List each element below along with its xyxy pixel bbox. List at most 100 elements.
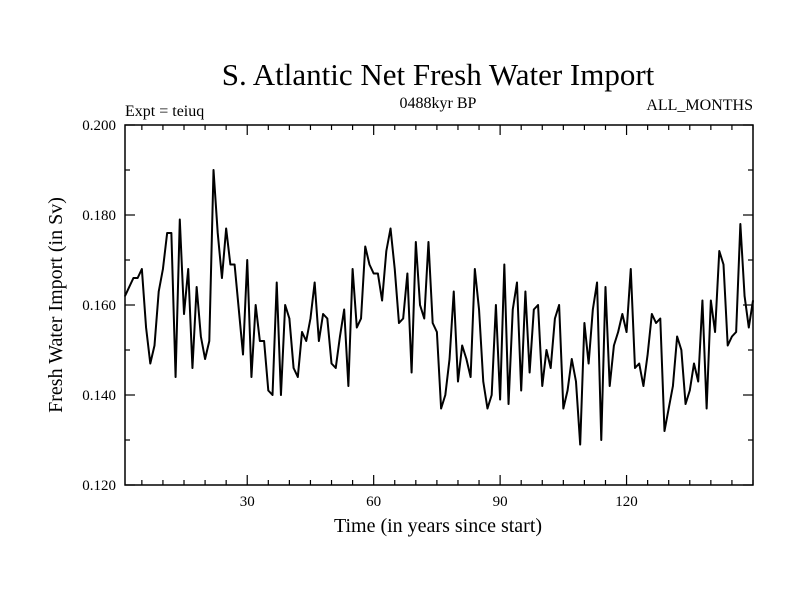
- data-point: [638, 362, 640, 365]
- data-point: [368, 263, 371, 266]
- data-point: [592, 308, 594, 311]
- data-point: [356, 326, 358, 329]
- data-point: [697, 380, 700, 383]
- data-series-line: [124, 169, 754, 446]
- data-point: [549, 367, 552, 369]
- data-point: [651, 313, 653, 315]
- data-point: [191, 367, 194, 369]
- data-point: [457, 380, 459, 383]
- data-point: [326, 317, 329, 320]
- data-point: [427, 241, 430, 243]
- data-point: [149, 362, 152, 365]
- data-point: [183, 313, 185, 315]
- data-point: [174, 376, 177, 378]
- data-point: [284, 304, 286, 306]
- data-point: [537, 304, 539, 306]
- data-point: [693, 362, 695, 365]
- data-point: [474, 268, 476, 270]
- y-tick-label: 0.200: [82, 118, 116, 134]
- data-points: [124, 169, 754, 446]
- data-point: [402, 317, 404, 320]
- data-point: [663, 430, 666, 432]
- data-point: [642, 385, 645, 387]
- data-point: [423, 317, 426, 320]
- data-point: [528, 371, 531, 374]
- data-point: [398, 322, 400, 324]
- x-axis-ticks: 30 60 90 120: [141, 125, 754, 510]
- data-point: [216, 232, 219, 234]
- y-axis-ticks: 0.120 0.140 0.160 0.180 0.200: [82, 118, 753, 494]
- data-point: [334, 367, 337, 369]
- data-point: [431, 322, 434, 324]
- data-point: [507, 403, 510, 405]
- data-point: [318, 340, 320, 342]
- data-point: [520, 389, 522, 392]
- y-axis-label: Fresh Water Import (in Sv): [45, 197, 67, 413]
- data-point: [238, 308, 240, 311]
- data-point: [570, 358, 573, 360]
- data-point: [659, 317, 662, 320]
- data-point: [128, 286, 131, 288]
- data-point: [511, 308, 514, 311]
- data-point: [410, 371, 413, 374]
- data-point: [153, 344, 156, 347]
- data-point: [347, 385, 350, 387]
- data-point: [676, 335, 678, 338]
- data-point: [381, 299, 383, 302]
- data-point: [162, 268, 164, 270]
- data-point: [680, 349, 683, 351]
- data-point: [486, 407, 489, 410]
- data-point: [267, 389, 270, 392]
- data-point: [301, 331, 303, 333]
- data-point: [554, 317, 556, 320]
- y-tick-label: 0.140: [82, 388, 116, 404]
- data-point: [372, 272, 375, 275]
- data-point: [545, 349, 548, 351]
- data-point: [672, 385, 674, 387]
- chart-title: S. Atlantic Net Fresh Water Import: [222, 57, 655, 92]
- x-tick-label: 120: [615, 494, 638, 510]
- data-point: [499, 398, 501, 401]
- data-point: [313, 281, 316, 284]
- data-point: [200, 335, 202, 338]
- data-point: [364, 245, 367, 248]
- data-point: [516, 281, 518, 284]
- data-point: [710, 299, 712, 302]
- data-point: [461, 344, 463, 347]
- data-point: [541, 385, 544, 387]
- data-point: [495, 304, 497, 306]
- data-point: [558, 304, 560, 306]
- data-point: [436, 331, 438, 333]
- data-point: [204, 358, 206, 360]
- data-point: [444, 394, 447, 396]
- x-tick-label: 60: [366, 494, 381, 510]
- data-point: [726, 344, 729, 347]
- data-point: [705, 407, 708, 410]
- data-point: [524, 290, 527, 293]
- data-point: [533, 308, 535, 311]
- data-point: [360, 317, 362, 320]
- data-point: [309, 317, 312, 320]
- data-point: [621, 313, 624, 315]
- data-point: [246, 259, 249, 261]
- data-point: [254, 304, 257, 306]
- data-point: [406, 272, 409, 275]
- data-point: [667, 407, 670, 410]
- data-point: [145, 326, 147, 329]
- data-point: [452, 290, 455, 293]
- data-point: [259, 340, 261, 342]
- data-point: [351, 268, 354, 270]
- data-point: [646, 353, 649, 356]
- data-point: [735, 331, 737, 333]
- data-point: [275, 281, 278, 284]
- data-point: [503, 263, 506, 266]
- data-point: [132, 277, 135, 279]
- data-point: [187, 268, 190, 270]
- x-axis-label: Time (in years since start): [334, 515, 542, 537]
- data-point: [440, 407, 442, 410]
- data-point: [242, 353, 244, 356]
- y-tick-label: 0.120: [82, 478, 116, 494]
- data-point: [233, 263, 236, 266]
- data-point: [478, 308, 480, 311]
- data-point: [575, 380, 577, 383]
